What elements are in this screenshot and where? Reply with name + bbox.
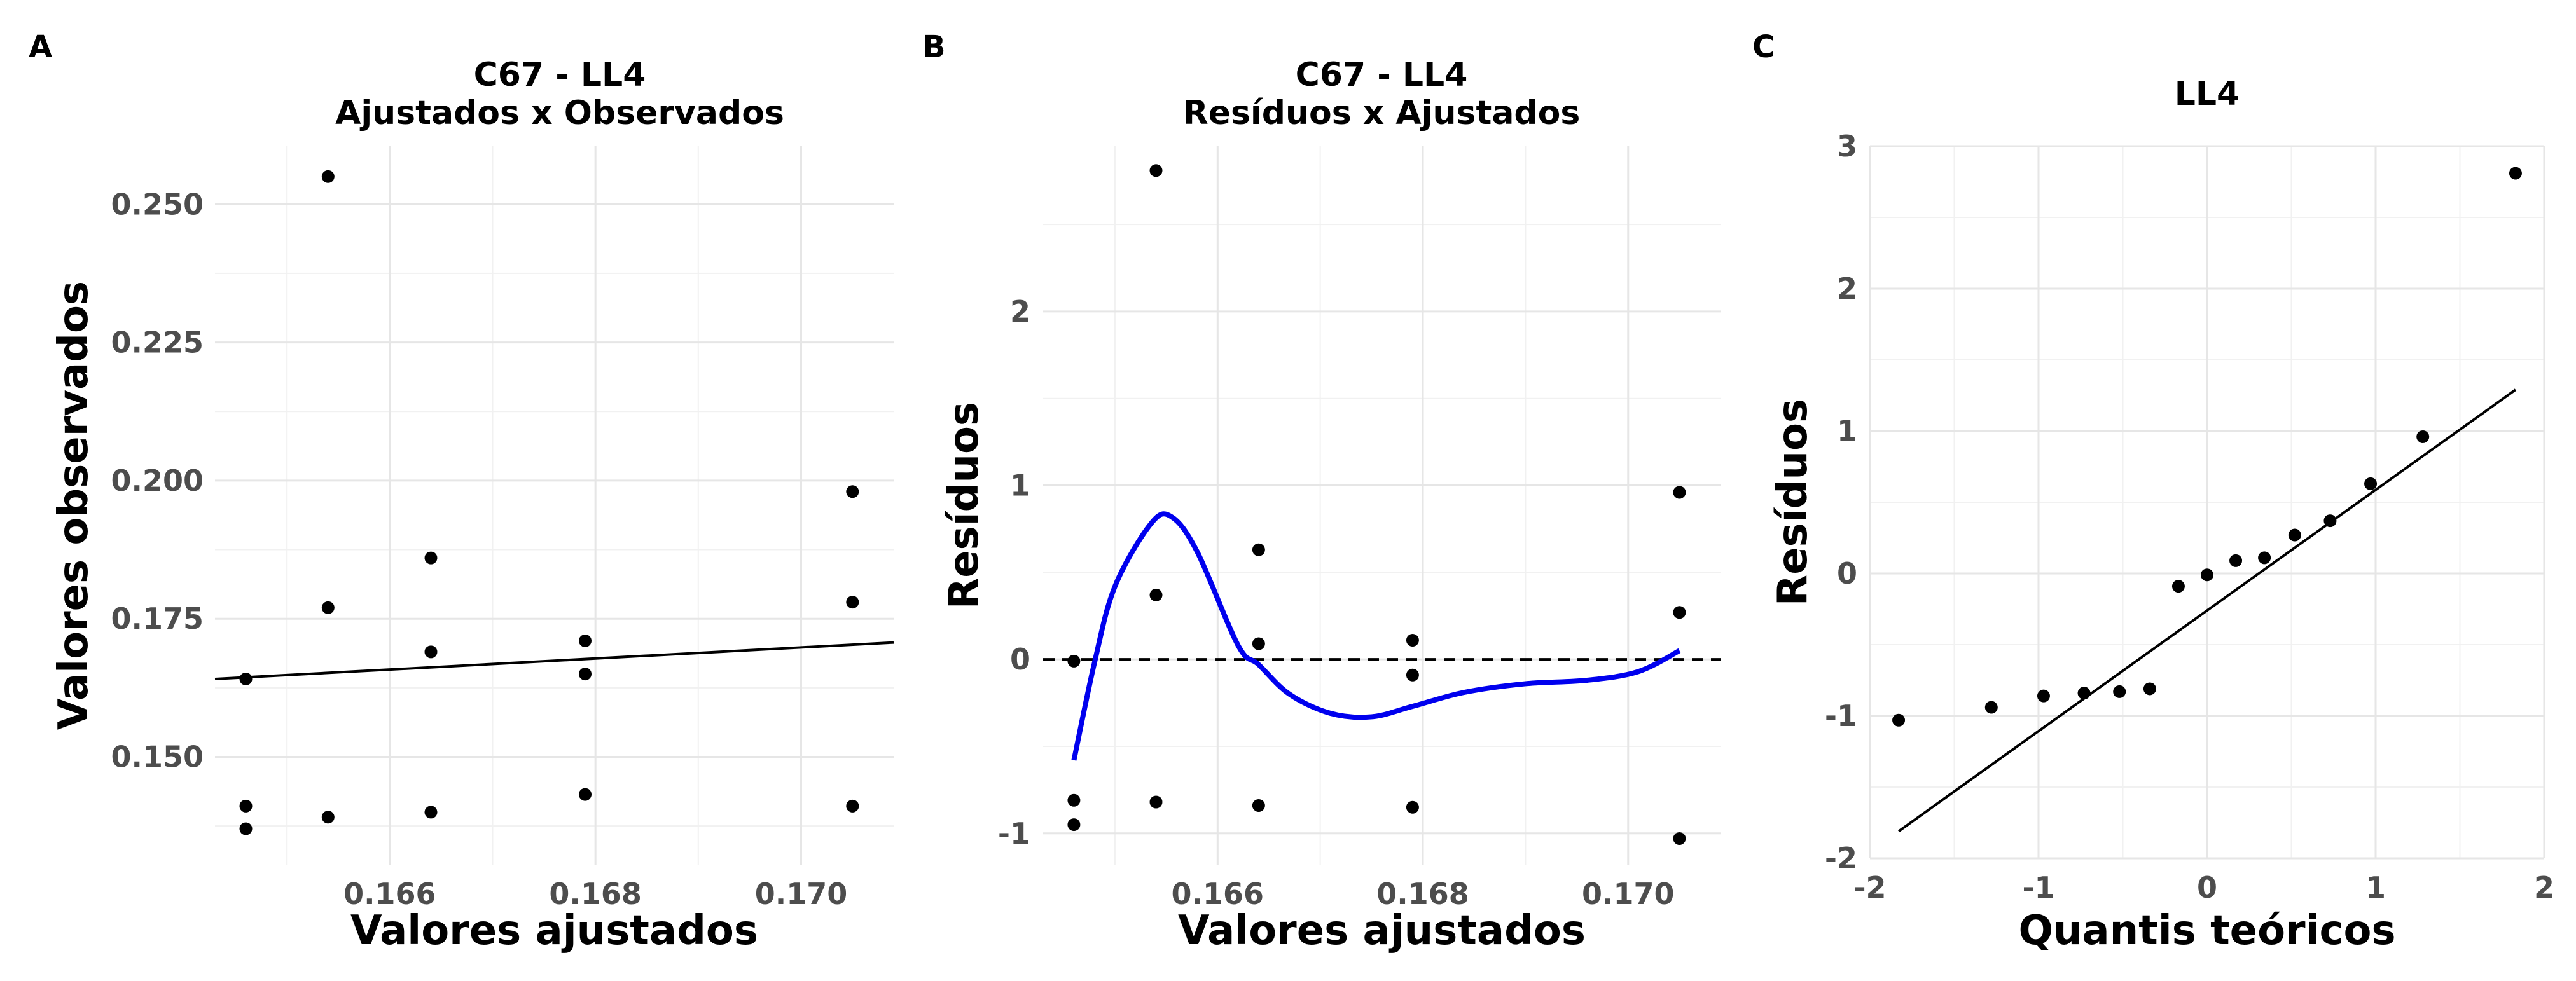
x-axis-label: Valores ajustados [350,907,758,954]
data-point [1406,668,1419,682]
y-axis-label: Resíduos [1769,399,1817,606]
data-point [2201,568,2213,582]
data-point [321,811,335,824]
data-point [2171,580,2185,593]
data-point [2416,430,2430,443]
panel-tag: C [1752,29,1775,65]
data-point [1406,800,1419,814]
y-tick-label: 0 [1837,556,1857,591]
data-point [1067,793,1081,807]
data-point [1252,543,1265,556]
x-tick-label: 0.168 [549,877,642,911]
x-tick-label: 2 [2534,870,2554,905]
chart-title: C67 - LL4 [1296,56,1468,94]
y-axis-label: Resíduos [941,402,988,609]
x-tick-label: 0.166 [343,877,436,911]
data-point [239,799,253,813]
panel-tag: A [29,29,52,65]
data-point [424,551,438,565]
data-point [1149,588,1163,601]
x-tick-label: 1 [2365,870,2386,905]
data-point [2077,687,2091,700]
x-tick-label: 0.168 [1376,877,1469,911]
data-point [1673,606,1686,619]
data-point [1067,818,1081,832]
data-point [846,485,859,498]
data-point [579,634,592,647]
data-point [1406,634,1419,647]
data-point [239,672,253,685]
data-point [579,788,592,801]
chart-title: C67 - LL4 [474,56,646,94]
y-tick-label: 2 [1010,294,1030,329]
x-axis-label: Valores ajustados [1178,907,1586,954]
data-point [1252,799,1265,812]
y-tick-label: 0.150 [111,740,204,774]
x-tick-label: 0.170 [1582,877,1675,911]
x-tick-label: -1 [2022,870,2054,905]
y-tick-label: 0.250 [111,187,204,221]
data-point [2364,477,2378,490]
panel-tag: B [922,29,946,65]
y-tick-label: -2 [1825,841,1857,875]
data-point [1149,795,1163,809]
data-point [2509,167,2522,180]
data-point [1984,701,1998,714]
y-tick-label: 0 [1010,642,1030,676]
data-point [1673,486,1686,499]
y-tick-label: 0.175 [111,601,204,636]
data-point [846,596,859,609]
data-point [424,645,438,659]
y-tick-label: 0.225 [111,326,204,360]
chart-title: LL4 [2175,75,2240,113]
data-point [1892,713,1906,727]
x-tick-label: 0.170 [755,877,848,911]
x-axis-label: Quantis teóricos [2018,907,2395,954]
data-point [2229,554,2243,567]
data-point [579,668,592,681]
y-tick-label: 2 [1837,271,1857,306]
data-point [2143,682,2156,696]
data-point [2113,685,2126,698]
chart-subtitle: Ajustados x Observados [335,94,784,132]
chart-subtitle: Resíduos x Ajustados [1183,94,1581,132]
data-point [321,170,335,183]
y-tick-label: 1 [1837,414,1857,448]
x-tick-label: 0.166 [1172,877,1264,911]
data-point [424,806,438,819]
data-point [1673,832,1686,845]
y-tick-label: 0.200 [111,463,204,498]
y-tick-label: -1 [1825,699,1857,733]
panel-c: -2 -1 0 1 2 -2 -1 0 1 2 3 C LL4 Quantis teóricos Resíd… [1752,29,2554,954]
y-tick-label: -1 [998,816,1030,851]
data-point [1252,637,1265,650]
y-tick-label: 1 [1010,469,1030,503]
data-point [2258,551,2271,565]
data-point [321,601,335,614]
panel-a: 0.166 0.168 0.170 0.150 0.175 0.200 0.225 0.250… [29,29,894,954]
y-axis-label: Valores observados [50,281,97,730]
x-tick-label: 0 [2197,870,2217,905]
fit-line [1897,388,2517,833]
data-point [2323,514,2337,528]
x-tick-label: -2 [1853,870,1886,905]
fit-line [214,641,894,680]
smooth-curve [1071,511,1681,761]
y-tick-label: 3 [1837,129,1857,163]
data-point [2288,528,2301,542]
data-point [1067,654,1081,668]
data-point [846,799,859,813]
data-point [1149,164,1163,177]
data-point [239,822,253,835]
data-point [2037,689,2050,703]
